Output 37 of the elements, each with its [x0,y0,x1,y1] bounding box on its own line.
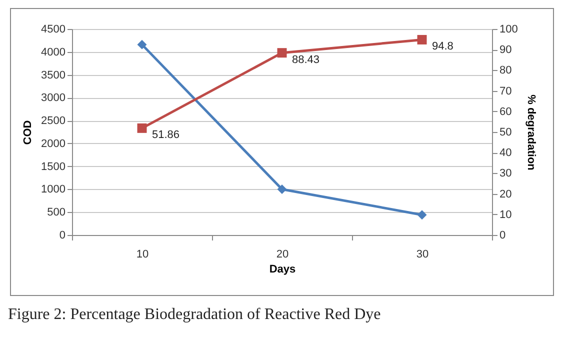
data-label: 94.8 [432,40,454,53]
point [277,48,287,58]
point [137,40,147,50]
y2-tick-label: 30 [500,168,512,180]
point [417,34,427,44]
y-axis-title: COD [22,120,34,145]
y2-tick-label: 80 [500,64,512,77]
data-label: 88.43 [292,54,320,66]
x-tick-label: 20 [276,248,289,260]
y2-tick-label: 60 [500,106,512,118]
y-tick-label: 4000 [41,46,66,58]
y2-tick-label: 0 [500,230,506,242]
data-label: 51.86 [152,129,180,142]
y2-tick-label: 10 [500,208,512,221]
point [417,210,427,220]
x-axis-title: Days [269,264,296,276]
x-tick-label: 10 [136,248,149,260]
y-tick-label: 0 [59,230,66,242]
y-tick-label: 1500 [41,160,66,173]
y2-tick-label: 100 [500,24,518,36]
y-tick-label: 4500 [41,24,66,36]
y2-tick-label: 20 [500,188,512,200]
point [137,123,147,133]
y-tick-label: 1000 [41,184,66,196]
y-tick-label: 3500 [41,69,66,82]
y-tick-label: 500 [47,206,66,219]
y2-axis-title: % degradation [524,94,537,171]
y-tick-label: 2500 [41,115,66,128]
y2-tick-label: 40 [500,147,512,160]
y2-tick-label: 90 [500,44,512,56]
y-tick-label: 3000 [41,92,66,104]
x-tick-label: 30 [416,248,429,260]
y2-tick-label: 50 [500,126,512,138]
caption: Figure 2: Percentage Biodegradation of Reactive Red Dye [8,306,381,324]
y2-tick-label: 70 [500,85,512,98]
point [277,184,287,194]
y-tick-label: 2000 [41,138,66,150]
